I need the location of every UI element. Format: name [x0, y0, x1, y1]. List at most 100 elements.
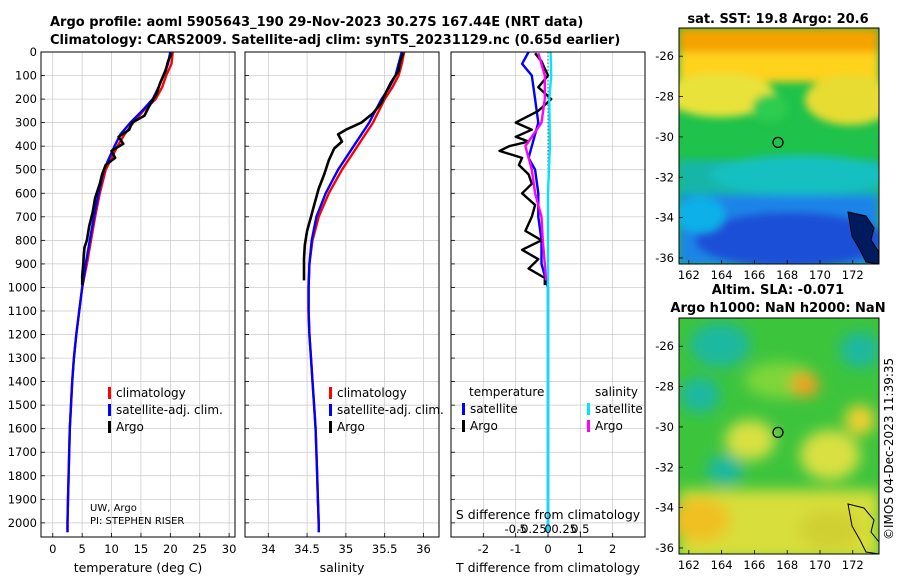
xtick-label: 2: [609, 542, 616, 556]
sst-map-panel: sat. SST: 19.8 Argo: 20.6 162 164 166 168 17…: [655, 12, 880, 282]
temperature-lines: [66, 51, 174, 533]
difference-xlabel: T difference from climatology: [455, 560, 641, 575]
ytick-label: 1200: [8, 328, 37, 342]
sla-map-title: Altim. SLA: -0.071: [712, 283, 844, 298]
legend-item-swatch: [108, 387, 111, 399]
legend-item-label: satellite-adj. clim.: [337, 403, 444, 417]
map-xtick-label: 170: [809, 558, 831, 572]
x2tick-label: 0.25: [551, 522, 577, 536]
map-ytick-label: -28: [655, 90, 674, 104]
difference-ticks: -2 -1 0 1 2-0.5-0.250 0.250.5: [451, 51, 616, 556]
temperature-gridlines: [41, 51, 235, 537]
ytick-label: 400: [15, 139, 37, 153]
map-xtick-label: 162: [678, 268, 700, 282]
temperature-xlabel: temperature (deg C): [74, 560, 203, 575]
sst-map-title: sat. SST: 19.8 Argo: 20.6: [687, 12, 868, 27]
imos-watermark: ©IMOS 04-Dec-2023 11:39:35: [882, 358, 896, 540]
legend-item-label: Argo: [337, 420, 365, 434]
climatology-title: Climatology: CARS2009. Satellite-adj cli…: [50, 33, 621, 48]
legend-item-label: satellite: [595, 402, 643, 416]
legend-item-swatch: [108, 421, 111, 433]
map-xtick-label: 168: [776, 268, 798, 282]
legend-item-label: Argo: [116, 420, 144, 434]
map-xtick-label: 172: [842, 268, 864, 282]
map-xtick-label: 164: [711, 268, 733, 282]
legend-item-label: satellite: [470, 402, 518, 416]
map-ytick-label: -30: [655, 420, 674, 434]
xtick-label: 35.5: [372, 542, 398, 556]
map-xtick-label: 166: [743, 558, 765, 572]
salinity-lines: [302, 51, 406, 533]
salinity-panel: 34 34.5 35 35.5 36 salinity climatology satel…: [244, 51, 444, 575]
salinity-ticks: 34 34.5 35 35.5 36: [245, 51, 431, 556]
legend-item-label: Argo: [470, 419, 498, 433]
sla-map-panel: Altim. SLA: -0.071 Argo h1000: NaN h2000…: [655, 283, 885, 572]
ytick-label: 2000: [8, 516, 37, 530]
sst-float-marker: [772, 136, 784, 149]
x2tick-label: 0.5: [571, 522, 589, 536]
ytick-label: 900: [15, 257, 37, 271]
xtick-label: 20: [163, 542, 178, 556]
xtick-label: 5: [78, 542, 85, 556]
xtick-label: 34: [261, 542, 276, 556]
xtick-label: 0: [49, 542, 56, 556]
map-ytick-label: -32: [655, 460, 674, 474]
salinity-gridlines: [245, 51, 439, 537]
title-block: Argo profile: aoml 5905643_190 29-Nov-20…: [50, 14, 650, 50]
map-ytick-label: -26: [655, 49, 674, 63]
map-xtick-label: 164: [711, 558, 733, 572]
series-s-argo: [524, 52, 548, 281]
xtick-label: 34.5: [294, 542, 320, 556]
x2tick-label: -0.5: [504, 522, 526, 536]
xtick-label: -1: [510, 542, 521, 556]
xtick-label: 0: [544, 542, 551, 556]
temperature-ticks: 0100200300400500600700800900100011001200…: [8, 45, 237, 556]
series-argo: [80, 52, 173, 286]
map-ytick-label: -36: [655, 541, 674, 555]
salinity-legend: climatology satellite-adj. clim. Argo: [329, 386, 444, 434]
xtick-label: 25: [192, 542, 207, 556]
difference-lines: [498, 51, 553, 533]
pi-credit: PI: STEPHEN RISER: [90, 516, 184, 527]
salinity-axes-box: [244, 51, 440, 538]
difference-panel: -2 -1 0 1 2-0.5-0.250 0.250.5 T difference fr…: [450, 51, 646, 575]
ytick-label: 1700: [8, 445, 37, 459]
sla-float-marker: [772, 426, 784, 439]
difference-x2label: S difference from climatology: [456, 507, 641, 522]
series-s-satellite: [546, 51, 553, 533]
map-ytick-label: -30: [655, 130, 674, 144]
legend-item-swatch: [587, 403, 590, 415]
difference-legend: temperature salinity satellite Argo satellit…: [462, 385, 643, 433]
ytick-label: 1900: [8, 492, 37, 506]
legend-item-swatch: [462, 403, 465, 415]
xtick-label: 15: [134, 542, 149, 556]
ytick-label: 200: [15, 92, 37, 106]
legend-header-temperature: temperature: [469, 385, 544, 399]
legend-item-swatch: [587, 420, 590, 432]
ytick-label: 800: [15, 233, 37, 247]
series-argo: [302, 52, 405, 281]
map-xtick-label: 168: [776, 558, 798, 572]
sst-map-frame: [678, 27, 880, 265]
institution-credit: UW, Argo: [90, 503, 137, 514]
ytick-label: 700: [15, 210, 37, 224]
salinity-xlabel: salinity: [320, 560, 365, 575]
map-ytick-label: -36: [655, 251, 674, 265]
ytick-label: 1000: [8, 280, 37, 294]
sla-map-frame: [678, 317, 880, 555]
x2tick-label: -0.25: [517, 522, 547, 536]
map-ytick-label: -34: [655, 211, 674, 225]
sst-field: [679, 28, 879, 264]
ytick-label: 1100: [8, 304, 37, 318]
x2tick-label: 0: [544, 522, 551, 536]
map-ytick-label: -34: [655, 501, 674, 515]
sla-map-ticks: 162 164 166 168 170 172 -26 -28 -30 -32 -34 -36: [655, 339, 864, 572]
ytick-label: 600: [15, 186, 37, 200]
map-xtick-label: 162: [678, 558, 700, 572]
temperature-legend: climatology satellite-adj. clim. Argo: [108, 386, 223, 434]
series-t-satellite: [520, 51, 550, 533]
map-ytick-label: -26: [655, 339, 674, 353]
ytick-label: 300: [15, 116, 37, 130]
xtick-label: 30: [222, 542, 237, 556]
legend-header-salinity: salinity: [595, 385, 638, 399]
